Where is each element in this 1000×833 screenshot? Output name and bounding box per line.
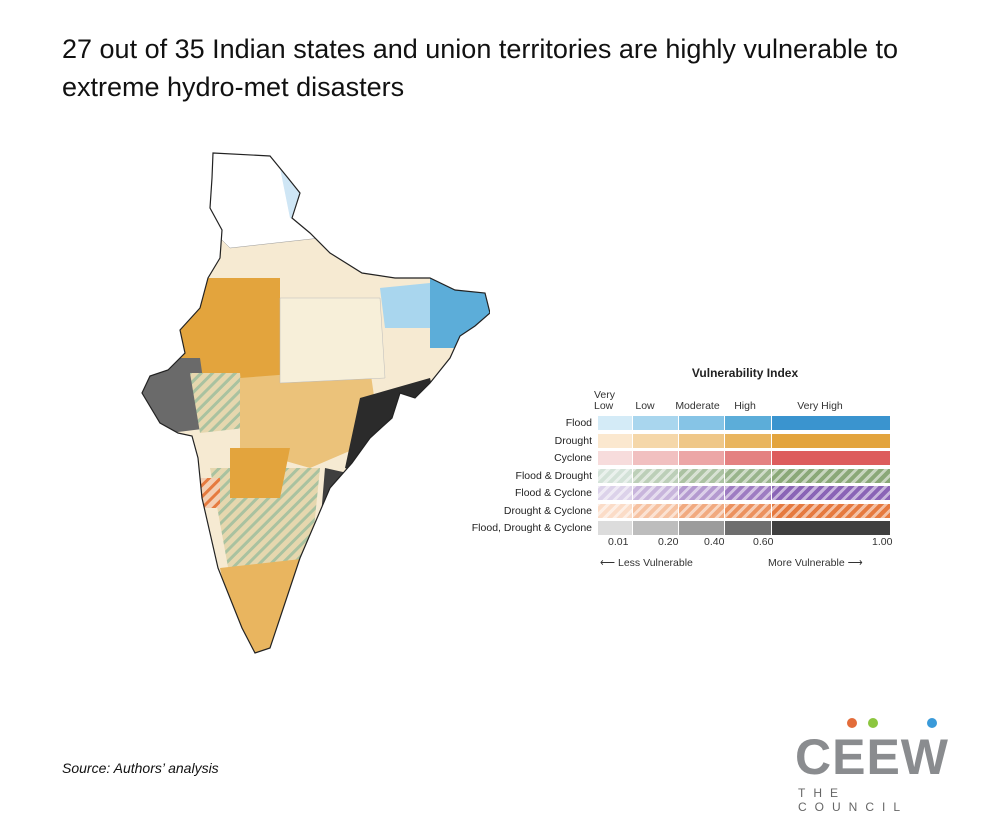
- chart-title: 27 out of 35 Indian states and union ter…: [62, 34, 899, 102]
- ceew-logo: CEEW THE COUNCIL: [795, 716, 948, 814]
- legend-swatch: [725, 486, 771, 500]
- legend-swatch: [598, 451, 632, 465]
- legend-swatch: [771, 468, 891, 483]
- legend-swatch: [771, 503, 891, 518]
- legend-swatch: [632, 468, 678, 483]
- logo-dot-blue: [927, 718, 937, 728]
- legend-swatch: [725, 521, 771, 535]
- legend-row-bar: [598, 468, 891, 483]
- legend-title: Vulnerability Index: [691, 366, 799, 380]
- legend-row-label: Flood, Drought & Cyclone: [471, 522, 592, 534]
- legend-row-bar: [598, 521, 891, 535]
- legend-swatch: [598, 468, 632, 483]
- legend-swatch: [598, 433, 632, 448]
- legend-swatch: [678, 468, 725, 483]
- legend-level-high: High: [734, 400, 756, 412]
- legend-swatch: [771, 433, 891, 448]
- logo-subtitle: THE COUNCIL: [798, 786, 909, 814]
- legend-swatch: [678, 433, 725, 448]
- legend-row-bar: [598, 486, 891, 500]
- legend-tick-0: 0.01: [608, 536, 629, 548]
- legend-swatch: [632, 451, 678, 465]
- legend-level-moderate: Moderate: [675, 400, 720, 412]
- legend-level-very-high: Very High: [797, 400, 843, 412]
- legend-row-label: Flood & Drought: [515, 469, 592, 482]
- legend-swatch: [771, 521, 891, 535]
- legend-swatch: [678, 451, 725, 465]
- legend-swatch: [598, 503, 632, 518]
- right-arrow-icon: ⟶: [844, 557, 863, 569]
- vulnerability-legend: Vulnerability Index Very Low Low Moderat…: [440, 366, 893, 576]
- legend-row-bar: [598, 451, 891, 465]
- legend-swatch: [725, 416, 771, 430]
- legend-swatch: [598, 521, 632, 535]
- logo-dot-green: [868, 718, 878, 728]
- legend-level-very-low: Very Low: [594, 389, 616, 412]
- legend-swatch: [771, 451, 891, 465]
- legend-level-low: Low: [635, 400, 655, 412]
- legend-row-bar: [598, 416, 891, 430]
- map-regions: [142, 153, 490, 653]
- legend-swatch: [725, 433, 771, 448]
- legend-swatch: [771, 486, 891, 500]
- legend-swatch: [678, 416, 725, 430]
- logo-text: CEEW: [795, 729, 949, 785]
- india-vulnerability-map: [141, 152, 490, 654]
- legend-row-label: Drought & Cyclone: [503, 504, 592, 517]
- legend-tick-3: 0.60: [753, 536, 774, 548]
- legend-swatch: [632, 503, 678, 518]
- legend-swatch: [632, 433, 678, 448]
- legend-swatch: [678, 486, 725, 500]
- legend-swatch: [598, 486, 632, 500]
- legend-row-bar: [598, 503, 891, 518]
- logo-dot-orange: [847, 718, 857, 728]
- legend-swatch: [598, 416, 632, 430]
- legend-row-label: Flood: [565, 417, 592, 429]
- legend-swatch: [632, 416, 678, 430]
- legend-row-label: Flood & Cyclone: [514, 487, 592, 499]
- legend-tick-4: 1.00: [872, 536, 893, 548]
- less-vulnerable-label: ⟵ Less Vulnerable: [600, 557, 693, 569]
- left-arrow-icon: ⟵: [600, 557, 618, 569]
- legend-swatch: [725, 451, 771, 465]
- legend-tick-2: 0.40: [704, 536, 725, 548]
- legend-row-label: Cyclone: [554, 452, 592, 464]
- source-note: Source: Authors’ analysis: [62, 760, 219, 776]
- legend-swatch: [678, 521, 725, 535]
- legend-swatch: [771, 416, 891, 430]
- legend-swatch: [678, 503, 725, 518]
- legend-row-bar: [598, 433, 891, 448]
- legend-row-label: Drought: [554, 434, 592, 447]
- more-vulnerable-label: More Vulnerable ⟶: [768, 557, 863, 569]
- legend-swatch: [725, 468, 771, 483]
- legend-swatch: [632, 486, 678, 500]
- legend-swatch: [632, 521, 678, 535]
- legend-tick-1: 0.20: [658, 536, 679, 548]
- legend-swatch: [725, 503, 771, 518]
